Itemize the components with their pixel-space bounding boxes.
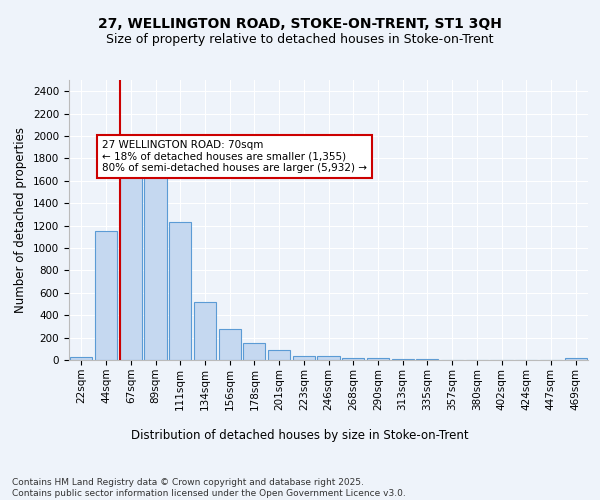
Bar [70,357,92,360]
Bar [119,140,142,360]
Bar [145,152,167,360]
Bar [268,350,290,360]
Y-axis label: Number of detached properties: Number of detached properties [14,127,28,313]
Bar [565,358,587,360]
Text: 27, WELLINGTON ROAD, STOKE-ON-TRENT, ST1 3QH: 27, WELLINGTON ROAD, STOKE-ON-TRENT, ST1… [98,18,502,32]
Text: Contains HM Land Registry data © Crown copyright and database right 2025.
Contai: Contains HM Land Registry data © Crown c… [12,478,406,498]
Bar [194,302,216,360]
Text: Size of property relative to detached houses in Stoke-on-Trent: Size of property relative to detached ho… [106,32,494,46]
Bar [367,358,389,360]
Bar [293,356,315,360]
Bar [218,329,241,360]
Bar [317,356,340,360]
Bar [243,343,265,360]
Text: Distribution of detached houses by size in Stoke-on-Trent: Distribution of detached houses by size … [131,430,469,442]
Bar [342,358,364,360]
Bar [169,222,191,360]
Text: 27 WELLINGTON ROAD: 70sqm
← 18% of detached houses are smaller (1,355)
80% of se: 27 WELLINGTON ROAD: 70sqm ← 18% of detac… [102,140,367,173]
Bar [95,230,117,360]
